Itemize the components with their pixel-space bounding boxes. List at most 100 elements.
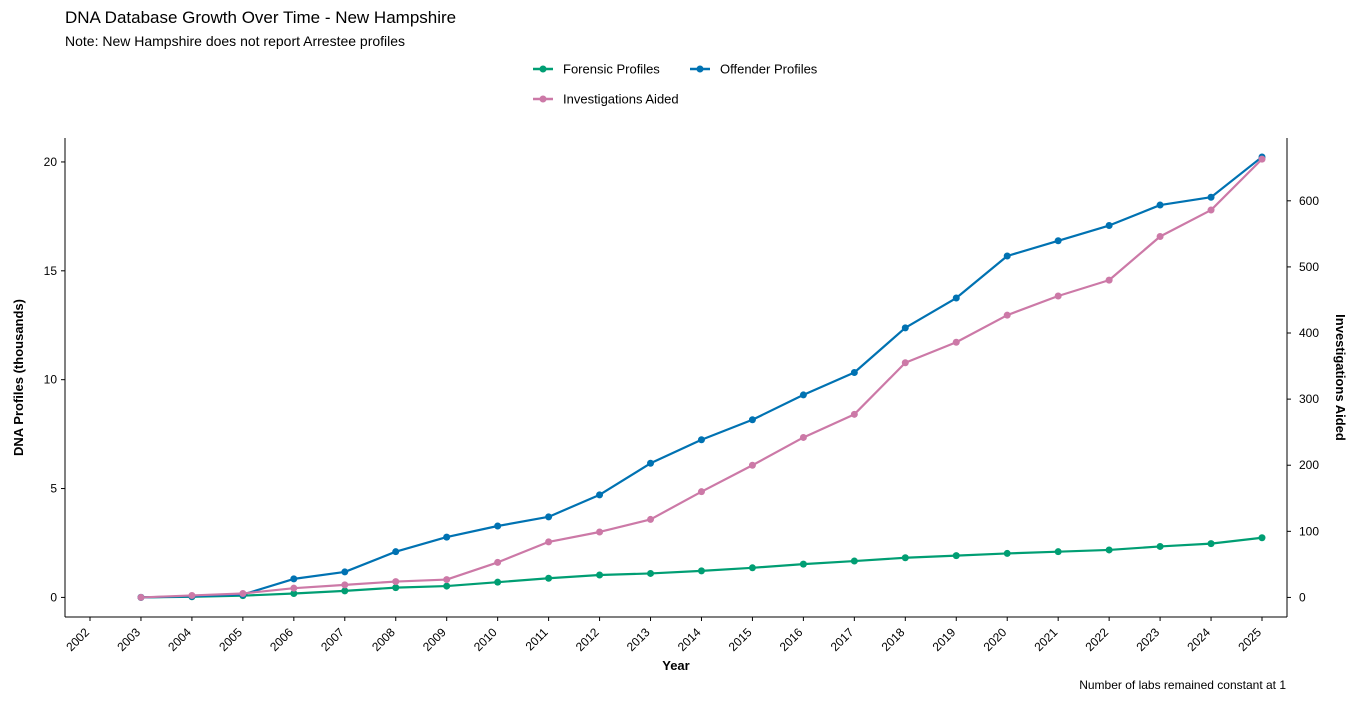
x-tick-label: 2004: [165, 625, 194, 654]
investigations-aided-point: [545, 538, 553, 546]
investigations-aided-point: [952, 338, 960, 346]
x-tick-label: 2016: [777, 625, 806, 654]
forensic-profiles-point: [901, 554, 909, 562]
legend-label-offender-profiles: Offender Profiles: [720, 62, 818, 77]
x-tick-label: 2015: [726, 625, 755, 654]
legend-label-forensic-profiles: Forensic Profiles: [563, 62, 660, 77]
forensic-profiles-point: [392, 584, 400, 592]
investigations-aided-point: [443, 576, 451, 584]
investigations-aided-line: [140, 158, 1263, 599]
forensic-profiles-point: [1258, 534, 1266, 542]
offender-profiles-point: [697, 436, 705, 444]
x-tick-label: 2014: [675, 625, 704, 654]
investigations-aided-point: [1156, 232, 1164, 240]
y2-tick-label: 100: [1299, 524, 1319, 538]
y-tick-label: 10: [44, 373, 58, 387]
investigations-aided-point: [290, 584, 298, 592]
x-tick-label: 2011: [523, 625, 551, 653]
investigations-aided-point: [341, 581, 349, 589]
offender-profiles-point: [290, 575, 298, 583]
forensic-profiles-point: [341, 587, 349, 595]
forensic-profiles-point: [647, 569, 655, 577]
legend-marker-forensic-profiles: [539, 65, 547, 73]
y2-tick-label: 300: [1299, 392, 1319, 406]
legend-label-investigations-aided: Investigations Aided: [563, 92, 679, 107]
y2-axis-title: Investigations Aided: [1333, 314, 1348, 441]
chart-subtitle: Note: New Hampshire does not report Arre…: [65, 33, 406, 49]
forensic-profiles-point: [545, 574, 553, 582]
x-tick-label: 2020: [981, 625, 1010, 654]
offender-profiles-point: [494, 522, 502, 530]
offender-profiles-point: [901, 324, 909, 332]
y2-tick-label: 0: [1299, 590, 1306, 604]
offender-profiles-point: [545, 513, 553, 521]
forensic-profiles-point: [1003, 549, 1011, 557]
investigations-aided-point: [901, 359, 909, 367]
offender-profiles-point: [596, 491, 604, 499]
offender-profiles-point: [443, 533, 451, 541]
forensic-profiles-point: [1207, 540, 1215, 548]
forensic-profiles-point: [748, 564, 756, 572]
y2-tick-label: 200: [1299, 458, 1319, 472]
forensic-profiles-point: [494, 578, 502, 586]
offender-profiles-line: [140, 156, 1263, 599]
x-tick-label: 2021: [1032, 625, 1061, 654]
y-tick-label: 5: [50, 482, 57, 496]
chart-title: DNA Database Growth Over Time - New Hamp…: [65, 8, 457, 27]
investigations-aided-point: [1003, 311, 1011, 319]
offender-profiles-point: [1003, 252, 1011, 260]
legend-marker-offender-profiles: [696, 65, 704, 73]
x-tick-label: 2007: [318, 625, 347, 654]
offender-profiles-point: [1054, 237, 1062, 245]
offender-profiles-point: [952, 294, 960, 302]
x-tick-label: 2019: [930, 625, 959, 654]
x-tick-label: 2005: [216, 625, 245, 654]
x-tick-label: 2018: [879, 625, 908, 654]
y-axis-title: DNA Profiles (thousands): [11, 299, 26, 456]
x-tick-label: 2025: [1235, 625, 1264, 654]
x-tick-label: 2017: [828, 625, 857, 654]
investigations-aided-point: [697, 488, 705, 496]
y-tick-label: 15: [44, 264, 58, 278]
forensic-profiles-point: [799, 560, 807, 568]
forensic-profiles-point: [1054, 548, 1062, 556]
x-tick-label: 2008: [369, 625, 398, 654]
y2-tick-label: 500: [1299, 260, 1319, 274]
offender-profiles-point: [392, 548, 400, 556]
forensic-profiles-point: [290, 589, 298, 597]
x-tick-label: 2012: [573, 625, 602, 654]
investigations-aided-point: [494, 558, 502, 566]
x-tick-label: 2022: [1082, 625, 1111, 654]
forensic-profiles-point: [697, 567, 705, 575]
x-axis-title: Year: [662, 658, 689, 673]
offender-profiles-point: [1156, 201, 1164, 209]
x-tick-label: 2013: [624, 625, 653, 654]
forensic-profiles-point: [850, 557, 858, 565]
investigations-aided-point: [1207, 206, 1215, 214]
forensic-profiles-point: [1105, 546, 1113, 554]
y2-tick-label: 400: [1299, 326, 1319, 340]
investigations-aided-point: [1258, 155, 1266, 163]
offender-profiles-point: [748, 416, 756, 424]
investigations-aided-point: [1105, 276, 1113, 284]
offender-profiles-point: [850, 368, 858, 376]
x-tick-label: 2003: [114, 625, 143, 654]
x-tick-label: 2002: [63, 625, 92, 654]
investigations-aided-point: [850, 410, 858, 418]
x-tick-label: 2009: [420, 625, 449, 654]
investigations-aided-point: [137, 593, 145, 601]
investigations-aided-point: [188, 591, 196, 599]
investigations-aided-point: [799, 433, 807, 441]
forensic-profiles-point: [1156, 542, 1164, 550]
x-tick-label: 2010: [471, 625, 500, 654]
forensic-profiles-point: [952, 552, 960, 560]
offender-profiles-point: [341, 568, 349, 576]
forensic-profiles-point: [596, 571, 604, 579]
offender-profiles-point: [1105, 222, 1113, 230]
investigations-aided-point: [1054, 292, 1062, 300]
investigations-aided-point: [239, 589, 247, 597]
y-tick-label: 20: [44, 155, 58, 169]
investigations-aided-point: [596, 528, 604, 536]
x-tick-label: 2023: [1133, 625, 1162, 654]
